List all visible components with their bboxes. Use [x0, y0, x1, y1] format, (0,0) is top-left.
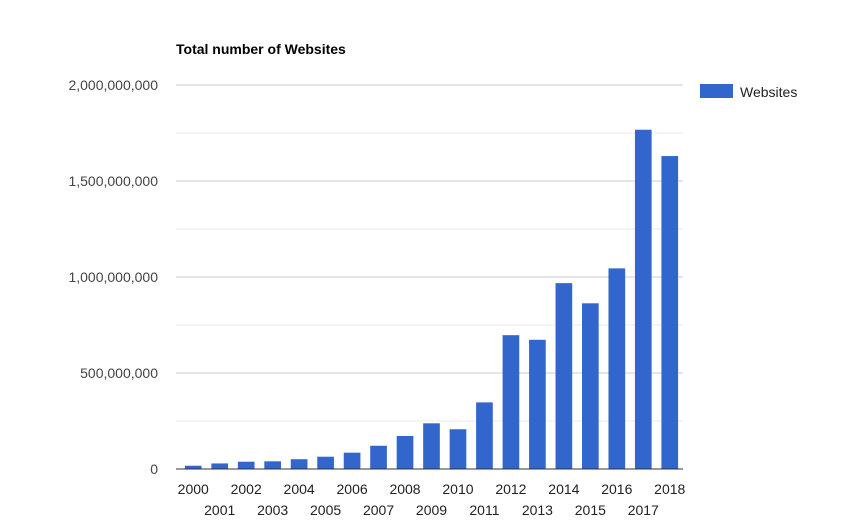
bar-2003: [264, 461, 281, 469]
bar-2001: [211, 463, 229, 469]
x-tick-label: 2000: [178, 481, 209, 497]
bar-2012: [502, 335, 520, 469]
x-tick-label: 2014: [548, 481, 579, 497]
x-tick-label: 2006: [337, 481, 368, 497]
x-tick-label: 2010: [442, 481, 473, 497]
y-tick-label: 0: [150, 461, 158, 477]
bar-2000: [184, 465, 202, 469]
x-tick-label: 2009: [416, 502, 447, 518]
bar-2008: [396, 435, 414, 469]
legend-swatch: [700, 84, 733, 98]
x-axis-tick-labels: 2000 2001 2002 2003 2004 2005 2006 2007 2008 2009…: [178, 481, 686, 518]
bar-2017: [634, 129, 652, 469]
bar-2007: [370, 445, 387, 469]
x-tick-label: 2013: [522, 502, 553, 518]
x-tick-label: 2011: [469, 502, 499, 518]
y-axis-tick-labels: 0 500,000,000 1,000,000,000 1,500,000,000 2,…: [68, 77, 158, 477]
y-tick-label: 1,000,000,000: [68, 269, 158, 285]
bar-2016: [608, 268, 626, 469]
x-tick-label: 2015: [575, 502, 606, 518]
x-tick-label: 2001: [204, 502, 235, 518]
y-tick-label: 1,500,000,000: [68, 173, 158, 189]
x-tick-label: 2018: [654, 481, 685, 497]
x-tick-label: 2003: [257, 502, 288, 518]
x-tick-label: 2002: [231, 481, 262, 497]
x-tick-label: 2017: [628, 502, 659, 518]
x-tick-label: 2007: [363, 502, 394, 518]
bar-2018: [661, 156, 679, 470]
x-tick-label: 2008: [389, 481, 420, 497]
bars: [184, 129, 679, 470]
bar-2006: [343, 452, 361, 469]
bar-2015: [582, 303, 599, 469]
bar-2010: [449, 429, 467, 469]
bar-2004: [290, 459, 308, 469]
x-tick-label: 2005: [310, 502, 341, 518]
gridlines: [176, 84, 683, 422]
bar-2002: [237, 461, 255, 469]
legend: Websites: [700, 84, 797, 100]
x-tick-label: 2012: [495, 481, 526, 497]
x-tick-label: 2004: [284, 481, 315, 497]
bar-2009: [423, 423, 440, 469]
chart-title: Total number of Websites: [176, 41, 346, 57]
bar-2013: [529, 339, 546, 469]
bar-2011: [476, 402, 493, 469]
bar-2005: [317, 456, 334, 469]
x-tick-label: 2016: [601, 481, 632, 497]
legend-label: Websites: [740, 84, 797, 100]
y-tick-label: 2,000,000,000: [68, 77, 158, 93]
y-tick-label: 500,000,000: [80, 365, 158, 381]
bar-2014: [555, 283, 573, 469]
